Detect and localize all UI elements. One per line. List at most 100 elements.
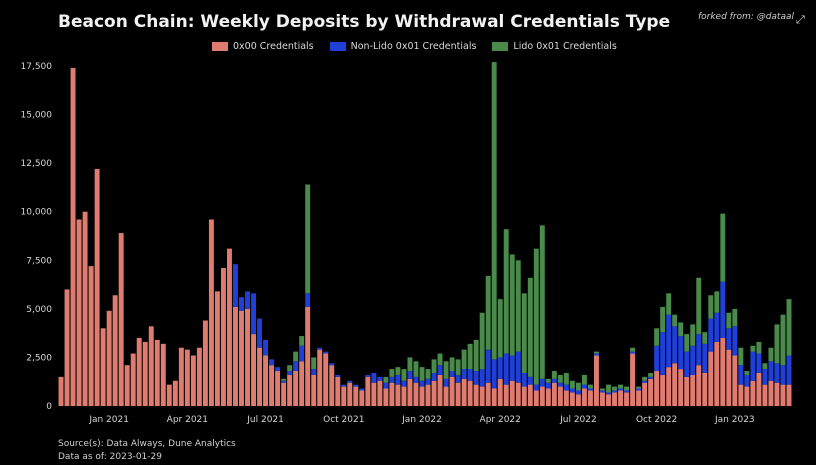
bar-segment-series-0[interactable] (287, 374, 293, 406)
bar-segment-series-0[interactable] (515, 382, 521, 406)
bar-segment-series-0[interactable] (257, 347, 263, 406)
bar-segment-series-1[interactable] (630, 351, 636, 354)
bar-segment-series-2[interactable] (455, 359, 461, 375)
bar-segment-series-0[interactable] (347, 382, 353, 406)
bar-segment-series-0[interactable] (461, 378, 467, 406)
bar-segment-series-2[interactable] (389, 369, 395, 377)
bar-segment-series-1[interactable] (786, 355, 792, 385)
bar-segment-series-1[interactable] (521, 372, 527, 387)
bar-segment-series-2[interactable] (636, 386, 642, 389)
bar-segment-series-2[interactable] (305, 184, 311, 294)
bar-segment-series-1[interactable] (353, 384, 359, 387)
bar-segment-series-1[interactable] (744, 374, 750, 387)
bar-segment-series-0[interactable] (569, 392, 575, 406)
bar-segment-series-2[interactable] (281, 378, 287, 381)
bar-segment-series-2[interactable] (648, 372, 654, 377)
bar-segment-series-0[interactable] (208, 219, 214, 406)
bar-segment-series-0[interactable] (118, 233, 124, 406)
bar-segment-series-0[interactable] (708, 351, 714, 406)
bar-segment-series-0[interactable] (527, 384, 533, 406)
bar-segment-series-2[interactable] (684, 334, 690, 352)
bar-segment-series-1[interactable] (425, 378, 431, 385)
bar-segment-series-1[interactable] (732, 326, 738, 356)
bar-segment-series-0[interactable] (702, 372, 708, 406)
bar-segment-series-1[interactable] (774, 363, 780, 383)
bar-segment-series-1[interactable] (563, 384, 569, 391)
bar-segment-series-0[interactable] (148, 326, 154, 406)
bar-segment-series-1[interactable] (648, 376, 654, 379)
bar-segment-series-1[interactable] (275, 367, 281, 372)
bar-segment-series-1[interactable] (678, 336, 684, 370)
bar-segment-series-1[interactable] (479, 369, 485, 387)
bar-segment-series-2[interactable] (539, 225, 545, 379)
bar-segment-series-1[interactable] (557, 382, 563, 387)
bar-segment-series-1[interactable] (461, 369, 467, 379)
bar-segment-series-0[interactable] (786, 384, 792, 406)
bar-segment-series-0[interactable] (624, 392, 630, 406)
bar-segment-series-0[interactable] (172, 380, 178, 406)
bar-segment-series-2[interactable] (726, 312, 732, 329)
bar-segment-series-2[interactable] (732, 308, 738, 327)
bar-segment-series-1[interactable] (600, 390, 605, 393)
bar-segment-series-1[interactable] (239, 297, 244, 311)
bar-segment-series-0[interactable] (491, 388, 497, 406)
bar-segment-series-1[interactable] (780, 365, 786, 385)
bar-segment-series-0[interactable] (100, 328, 106, 406)
bar-segment-series-0[interactable] (377, 380, 383, 406)
bar-segment-series-2[interactable] (702, 332, 708, 344)
bar-segment-series-1[interactable] (233, 264, 238, 307)
bar-segment-series-1[interactable] (419, 380, 425, 387)
bar-segment-series-1[interactable] (714, 312, 720, 342)
bar-segment-series-2[interactable] (678, 322, 684, 337)
bar-segment-series-1[interactable] (287, 371, 293, 375)
bar-segment-series-0[interactable] (780, 384, 786, 406)
bar-segment-series-0[interactable] (202, 320, 208, 406)
bar-segment-series-2[interactable] (654, 328, 660, 346)
bar-segment-series-0[interactable] (648, 378, 654, 406)
bar-segment-series-1[interactable] (654, 345, 660, 372)
bar-segment-series-0[interactable] (756, 372, 762, 406)
bar-segment-series-0[interactable] (551, 382, 557, 406)
bar-segment-series-0[interactable] (335, 376, 341, 406)
bar-segment-series-2[interactable] (467, 343, 473, 370)
bar-segment-series-1[interactable] (708, 318, 714, 352)
bar-segment-series-2[interactable] (521, 293, 527, 373)
bar-segment-series-1[interactable] (377, 376, 383, 381)
bar-segment-series-0[interactable] (160, 343, 166, 406)
bar-segment-series-1[interactable] (293, 361, 299, 372)
bar-segment-series-0[interactable] (88, 266, 94, 406)
bar-segment-series-2[interactable] (557, 374, 563, 383)
bar-segment-series-0[interactable] (485, 382, 491, 406)
bar-segment-series-1[interactable] (527, 376, 533, 385)
bar-segment-series-2[interactable] (738, 347, 744, 366)
bar-segment-series-0[interactable] (581, 388, 587, 406)
bar-segment-series-0[interactable] (636, 390, 642, 406)
legend-item-0x00[interactable]: 0x00 Credentials (212, 41, 314, 52)
bar-segment-series-0[interactable] (214, 291, 220, 406)
bar-segment-series-2[interactable] (672, 314, 678, 327)
bar-segment-series-0[interactable] (407, 378, 413, 406)
bar-segment-series-2[interactable] (497, 299, 503, 358)
bar-segment-series-1[interactable] (257, 318, 263, 348)
bar-segment-series-2[interactable] (527, 277, 533, 377)
bar-segment-series-0[interactable] (690, 374, 696, 406)
bar-segment-series-1[interactable] (365, 374, 371, 377)
bar-segment-series-2[interactable] (407, 357, 413, 372)
bar-segment-series-1[interactable] (395, 374, 401, 385)
bar-segment-series-1[interactable] (383, 382, 389, 389)
bar-segment-series-0[interactable] (678, 369, 684, 406)
bar-segment-series-0[interactable] (263, 355, 269, 406)
bar-segment-series-2[interactable] (299, 336, 305, 346)
bar-segment-series-1[interactable] (539, 378, 545, 387)
bar-segment-series-2[interactable] (600, 388, 605, 391)
bar-segment-series-1[interactable] (533, 384, 539, 391)
bar-segment-series-1[interactable] (690, 345, 696, 375)
bar-segment-series-2[interactable] (690, 324, 696, 346)
bar-segment-series-2[interactable] (714, 291, 720, 313)
bar-segment-series-0[interactable] (154, 339, 160, 406)
bar-segment-series-0[interactable] (431, 380, 437, 406)
bar-segment-series-0[interactable] (76, 219, 82, 406)
bar-segment-series-0[interactable] (587, 390, 593, 406)
bar-segment-series-0[interactable] (479, 386, 485, 406)
bar-segment-series-1[interactable] (672, 326, 678, 364)
